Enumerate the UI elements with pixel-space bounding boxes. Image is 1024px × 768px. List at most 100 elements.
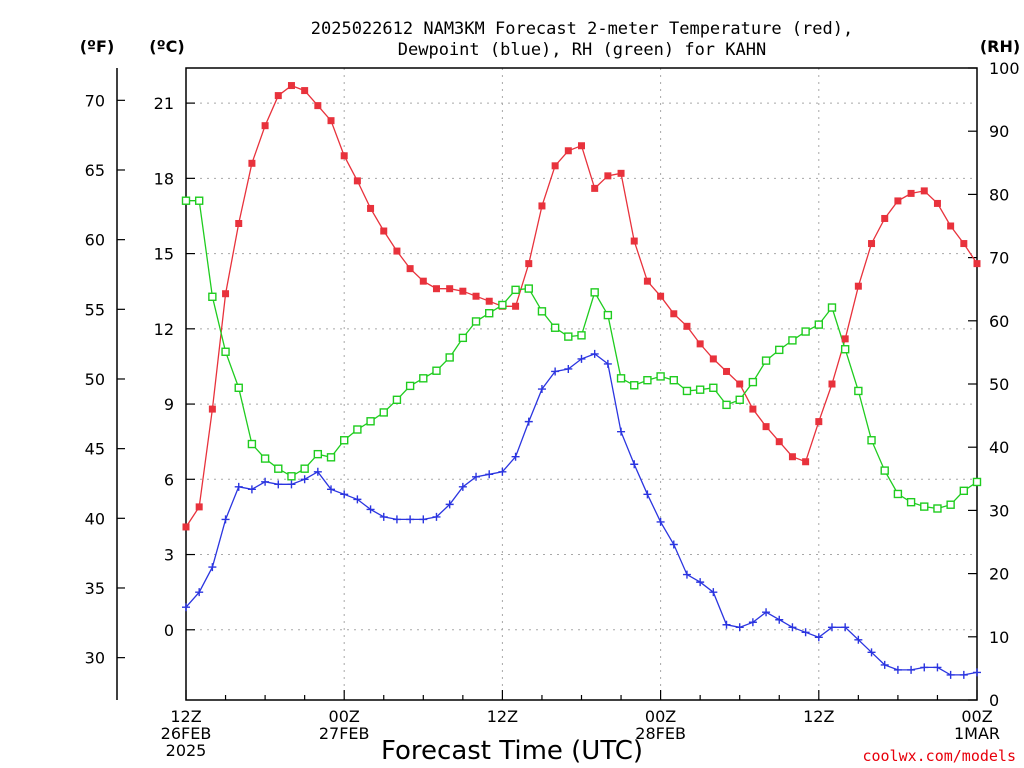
dewpoint-point [841,623,850,632]
dewpoint-point [537,385,546,394]
x-tick-label: 26FEB [161,724,212,743]
dewpoint-point [287,480,296,489]
rh-point [840,345,850,354]
temperature-point [736,380,744,388]
temperature-point [380,227,388,235]
dewpoint-point [524,417,533,426]
rh-point [471,317,481,326]
temperature-point [973,260,981,268]
dewpoint-point [472,472,481,481]
dewpoint-point [893,665,902,674]
chart-title-line2: Dewpoint (blue), RH (green) for KAHN [398,40,766,60]
rh-point [854,386,863,396]
dewpoint-point [656,517,665,526]
plot-frame [185,67,978,701]
rh-point [972,477,982,487]
rh-point [313,449,323,459]
rh-point [564,332,573,341]
temperature-point [525,260,533,268]
rh-point [524,284,533,293]
temperature-point [881,214,889,222]
dewpoint-point [762,608,771,617]
temperature-point [815,418,823,426]
dewpoint-point [788,623,797,632]
celsius-tick-label: 18 [154,169,174,188]
celsius-tick-label: 12 [154,320,174,339]
temperature-point [182,523,190,531]
temperature-point [235,219,243,227]
axes [116,67,978,701]
dewpoint-point [946,670,955,679]
temperature-point [617,169,625,177]
temperature-point [657,292,665,300]
temperature-point [775,438,783,446]
temperature-point [591,184,599,192]
dewpoint-point [208,563,217,572]
dewpoint-point [182,603,190,612]
temperature-point [841,335,849,343]
rh-point [445,353,454,362]
fahrenheit-tick-label: 65 [85,161,105,180]
rh-point [326,453,336,462]
rh-point [458,333,468,343]
rh-point [682,386,692,396]
dewpoint-point [577,354,586,363]
rh-point [260,454,270,463]
rh-point [827,303,837,312]
rh-tick-label: 60 [989,312,1009,331]
temperature-point [894,197,902,205]
rh-point [432,366,441,375]
rh-tick-label: 0 [989,691,999,710]
celsius-tick-label: 21 [154,94,174,113]
dewpoint-point [379,512,388,521]
temperature-point [564,147,572,155]
dewpoint-point [814,633,823,642]
rh-point [181,196,191,205]
x-tick-label: 12Z [803,707,834,726]
dewpoint-point [722,620,731,629]
dewpoint-point [590,349,599,358]
dewpoint-point [973,668,981,677]
dewpoint-point [880,660,889,669]
dewpoint-point [313,467,322,476]
dewpoint-line [185,353,978,676]
axis-unit-celsius: (ºC) [149,37,184,56]
fahrenheit-tick-label: 35 [85,579,105,598]
dewpoint-point [300,475,309,484]
dewpoint-point [643,490,652,499]
dewpoint-point [775,615,784,624]
dewpoint-point [709,588,718,597]
fahrenheit-tick-label: 50 [85,370,105,389]
temperature-point [301,87,309,95]
axis-unit-rh: (RH) [980,37,1020,56]
rh-point [221,347,230,356]
x-tick-label: 12Z [487,707,518,726]
rh-point [946,500,955,509]
dewpoint-point [458,482,467,491]
rh-point [392,395,402,404]
dewpoint-point [735,623,744,632]
temperature-point [261,122,269,130]
x-tick-label: 00Z [645,707,676,726]
credit-text: coolwx.com/models [862,747,1016,765]
dewpoint-point [801,628,810,637]
rh-tick-label: 30 [989,501,1009,520]
rh-point [550,323,560,332]
dewpoint-point [327,485,336,494]
temperature-point [762,423,770,431]
rh-point [788,336,797,345]
dewpoint-point [353,495,362,504]
temperature-point [327,117,335,125]
temperature-point [696,340,704,348]
rh-point [814,320,823,329]
temperature-point [854,282,862,290]
dewpoint-point [669,540,678,549]
temperature-point [920,187,928,195]
rh-point [234,383,243,392]
rh-point [933,504,942,513]
rh-point [630,381,639,390]
temperature-point [459,287,467,295]
rh-point [366,417,375,426]
rh-point [761,356,771,365]
dewpoint-point [419,515,428,524]
